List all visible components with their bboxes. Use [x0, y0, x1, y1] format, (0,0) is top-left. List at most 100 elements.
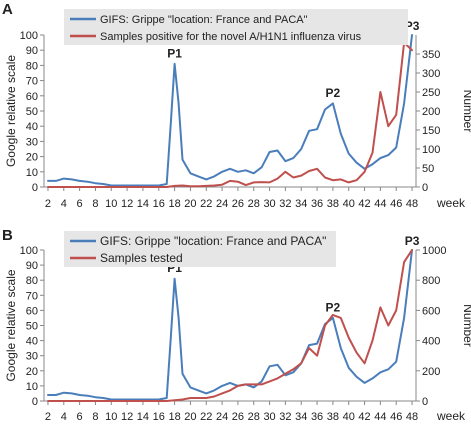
x-tick-label: 26	[232, 198, 244, 210]
right-tick-label: 0	[422, 182, 428, 194]
right-tick-label: 100	[422, 144, 440, 156]
left-tick-label: 90	[26, 45, 38, 57]
x-tick-label: 42	[358, 411, 370, 423]
right-tick-label: 200	[422, 106, 440, 118]
left-tick-label: 40	[26, 336, 38, 348]
x-tick-label: 12	[121, 198, 133, 210]
x-tick-label: 6	[77, 198, 83, 210]
left-tick-label: 60	[26, 305, 38, 317]
panel-label: A	[2, 1, 13, 18]
x-tick-label: 38	[327, 198, 339, 210]
left-tick-label: 50	[26, 106, 38, 118]
left-axis-title: Google relative scale	[4, 55, 18, 167]
right-tick-label: 200	[422, 366, 440, 378]
series-line-gifs	[47, 249, 413, 401]
x-tick-label: 22	[200, 198, 212, 210]
x-tick-label: 32	[279, 198, 291, 210]
x-tick-label: 22	[200, 411, 212, 423]
chart-panel-b: B010203040506070809010002004006008001000…	[2, 227, 471, 423]
legend: GIFS: Grippe "location: France and PACA"…	[64, 9, 408, 45]
x-tick-label: 42	[358, 198, 370, 210]
left-tick-label: 0	[32, 396, 38, 408]
x-tick-label: 8	[92, 198, 98, 210]
right-tick-label: 150	[422, 125, 440, 137]
legend-box	[64, 9, 408, 45]
left-axis-title: Google relative scale	[4, 269, 18, 381]
series-line-samples	[47, 41, 413, 188]
right-tick-label: 400	[422, 336, 440, 348]
x-tick-label: 44	[374, 411, 386, 423]
x-axis-title: week	[436, 196, 466, 210]
left-tick-label: 20	[26, 152, 38, 164]
left-tick-label: 80	[26, 275, 38, 287]
x-tick-label: 24	[216, 411, 228, 423]
x-axis-title: week	[436, 409, 466, 423]
right-tick-label: 0	[422, 396, 428, 408]
right-tick-label: 300	[422, 68, 440, 80]
left-tick-label: 30	[26, 136, 38, 148]
legend: GIFS: Grippe "location: France and PACA"…	[64, 231, 336, 267]
left-tick-label: 70	[26, 290, 38, 302]
x-tick-label: 26	[232, 411, 244, 423]
x-tick-label: 8	[92, 411, 98, 423]
left-tick-label: 20	[26, 366, 38, 378]
x-tick-label: 2	[45, 411, 51, 423]
panel-label: B	[2, 227, 13, 244]
left-tick-label: 60	[26, 91, 38, 103]
x-tick-label: 38	[327, 411, 339, 423]
x-tick-label: 4	[61, 198, 67, 210]
x-tick-label: 32	[279, 411, 291, 423]
right-axis-title: Number	[461, 90, 471, 133]
peak-label-p3: P3	[405, 234, 420, 248]
x-tick-label: 48	[406, 411, 418, 423]
chart-panel-a: A 0 10 20 30 40 50 60 70 80 90 100 0 50 100 150 200 250 30…	[2, 1, 471, 210]
x-tick-label: 44	[374, 198, 386, 210]
left-tick-label: 10	[26, 167, 38, 179]
legend-entry: GIFS: Grippe "location: France and PACA"	[100, 234, 326, 248]
x-tick-label: 12	[121, 411, 133, 423]
x-tick-label: 18	[168, 411, 180, 423]
x-tick-label: 28	[248, 411, 260, 423]
left-tick-label: 100	[20, 245, 38, 257]
left-tick-label: 0	[32, 182, 38, 194]
right-tick-label: 600	[422, 305, 440, 317]
x-tick-label: 34	[295, 411, 307, 423]
x-tick-label: 48	[406, 198, 418, 210]
peak-label-p3: P3	[405, 19, 420, 33]
left-tick-label: 10	[26, 381, 38, 393]
x-tick-label: 10	[105, 198, 117, 210]
left-tick-label: 90	[26, 260, 38, 272]
x-tick-label: 18	[168, 198, 180, 210]
x-tick-label: 34	[295, 198, 307, 210]
right-tick-label: 250	[422, 87, 440, 99]
series-line-samples	[47, 249, 413, 402]
x-tick-label: 28	[248, 198, 260, 210]
x-tick-label: 20	[184, 411, 196, 423]
x-tick-label: 40	[343, 411, 355, 423]
peak-label-p1: P1	[167, 46, 182, 60]
left-tick-label: 40	[26, 121, 38, 133]
series-line-gifs	[47, 34, 413, 187]
x-tick-label: 46	[390, 411, 402, 423]
x-tick-label: 16	[153, 198, 165, 210]
right-tick-label: 800	[422, 275, 440, 287]
right-axis-title: Number	[461, 304, 471, 347]
x-tick-label: 36	[311, 198, 323, 210]
x-tick-label: 10	[105, 411, 117, 423]
right-tick-label: 50	[422, 163, 434, 175]
left-tick-label: 30	[26, 351, 38, 363]
x-tick-label: 14	[137, 411, 149, 423]
left-tick-label: 100	[20, 30, 38, 42]
legend-entry: Samples positive for the novel A/H1N1 in…	[100, 31, 362, 43]
left-tick-label: 80	[26, 60, 38, 72]
x-tick-label: 46	[390, 198, 402, 210]
right-tick-label: 1000	[422, 245, 446, 257]
right-tick-label: 350	[422, 49, 440, 61]
legend-entry: GIFS: Grippe "location: France and PACA"	[100, 14, 308, 26]
peak-label-p2: P2	[326, 86, 341, 100]
left-tick-label: 50	[26, 321, 38, 333]
x-tick-label: 4	[61, 411, 67, 423]
legend-entry: Samples tested	[100, 251, 183, 265]
x-tick-label: 40	[343, 198, 355, 210]
